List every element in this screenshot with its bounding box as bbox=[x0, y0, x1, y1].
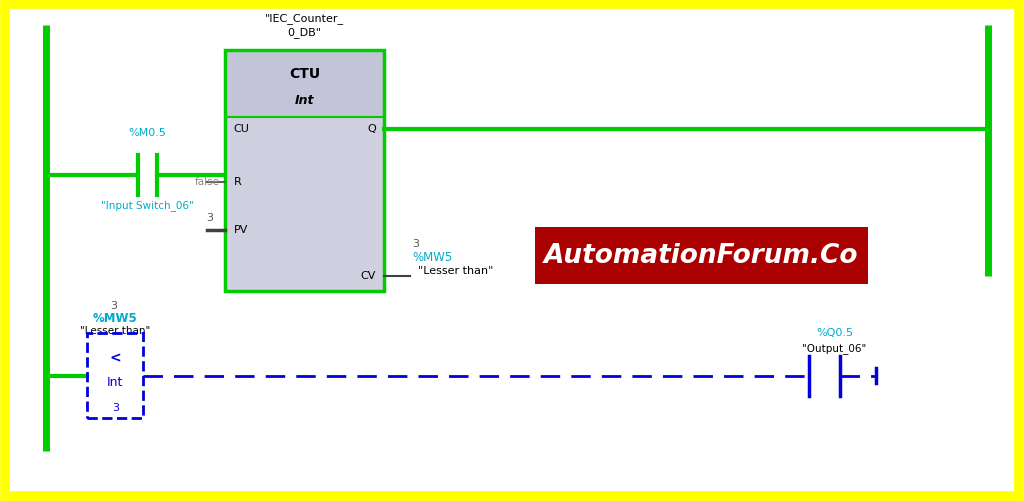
Bar bbox=[225, 50, 384, 117]
Text: "Lesser than": "Lesser than" bbox=[418, 266, 494, 276]
Bar bbox=[225, 50, 384, 291]
Text: CV: CV bbox=[360, 271, 376, 281]
Text: 3: 3 bbox=[111, 301, 117, 311]
Text: %Q0.5: %Q0.5 bbox=[816, 328, 853, 338]
Text: false: false bbox=[196, 177, 220, 187]
Bar bbox=[87, 333, 143, 418]
Text: R: R bbox=[233, 177, 242, 187]
Text: PV: PV bbox=[233, 225, 248, 235]
Text: CTU: CTU bbox=[289, 67, 321, 81]
Text: AutomationForum.Co: AutomationForum.Co bbox=[544, 242, 859, 269]
Text: %MW5: %MW5 bbox=[93, 312, 137, 325]
Text: 3: 3 bbox=[413, 238, 420, 248]
Text: "Lesser than": "Lesser than" bbox=[80, 326, 151, 336]
Text: 3: 3 bbox=[206, 213, 213, 223]
Text: Q: Q bbox=[367, 124, 376, 134]
Text: "Output_06": "Output_06" bbox=[803, 343, 866, 354]
Text: <: < bbox=[110, 352, 121, 366]
Text: 3: 3 bbox=[112, 403, 119, 413]
Bar bbox=[536, 226, 868, 285]
Text: %MW5: %MW5 bbox=[413, 250, 453, 264]
Text: CU: CU bbox=[233, 124, 250, 134]
Text: "IEC_Counter_
0_DB": "IEC_Counter_ 0_DB" bbox=[265, 14, 344, 38]
Bar bbox=[225, 50, 384, 291]
Text: Int: Int bbox=[295, 94, 314, 107]
Text: Int: Int bbox=[108, 376, 123, 389]
Text: %M0.5: %M0.5 bbox=[129, 128, 166, 138]
Text: "Input Switch_06": "Input Switch_06" bbox=[101, 200, 194, 211]
